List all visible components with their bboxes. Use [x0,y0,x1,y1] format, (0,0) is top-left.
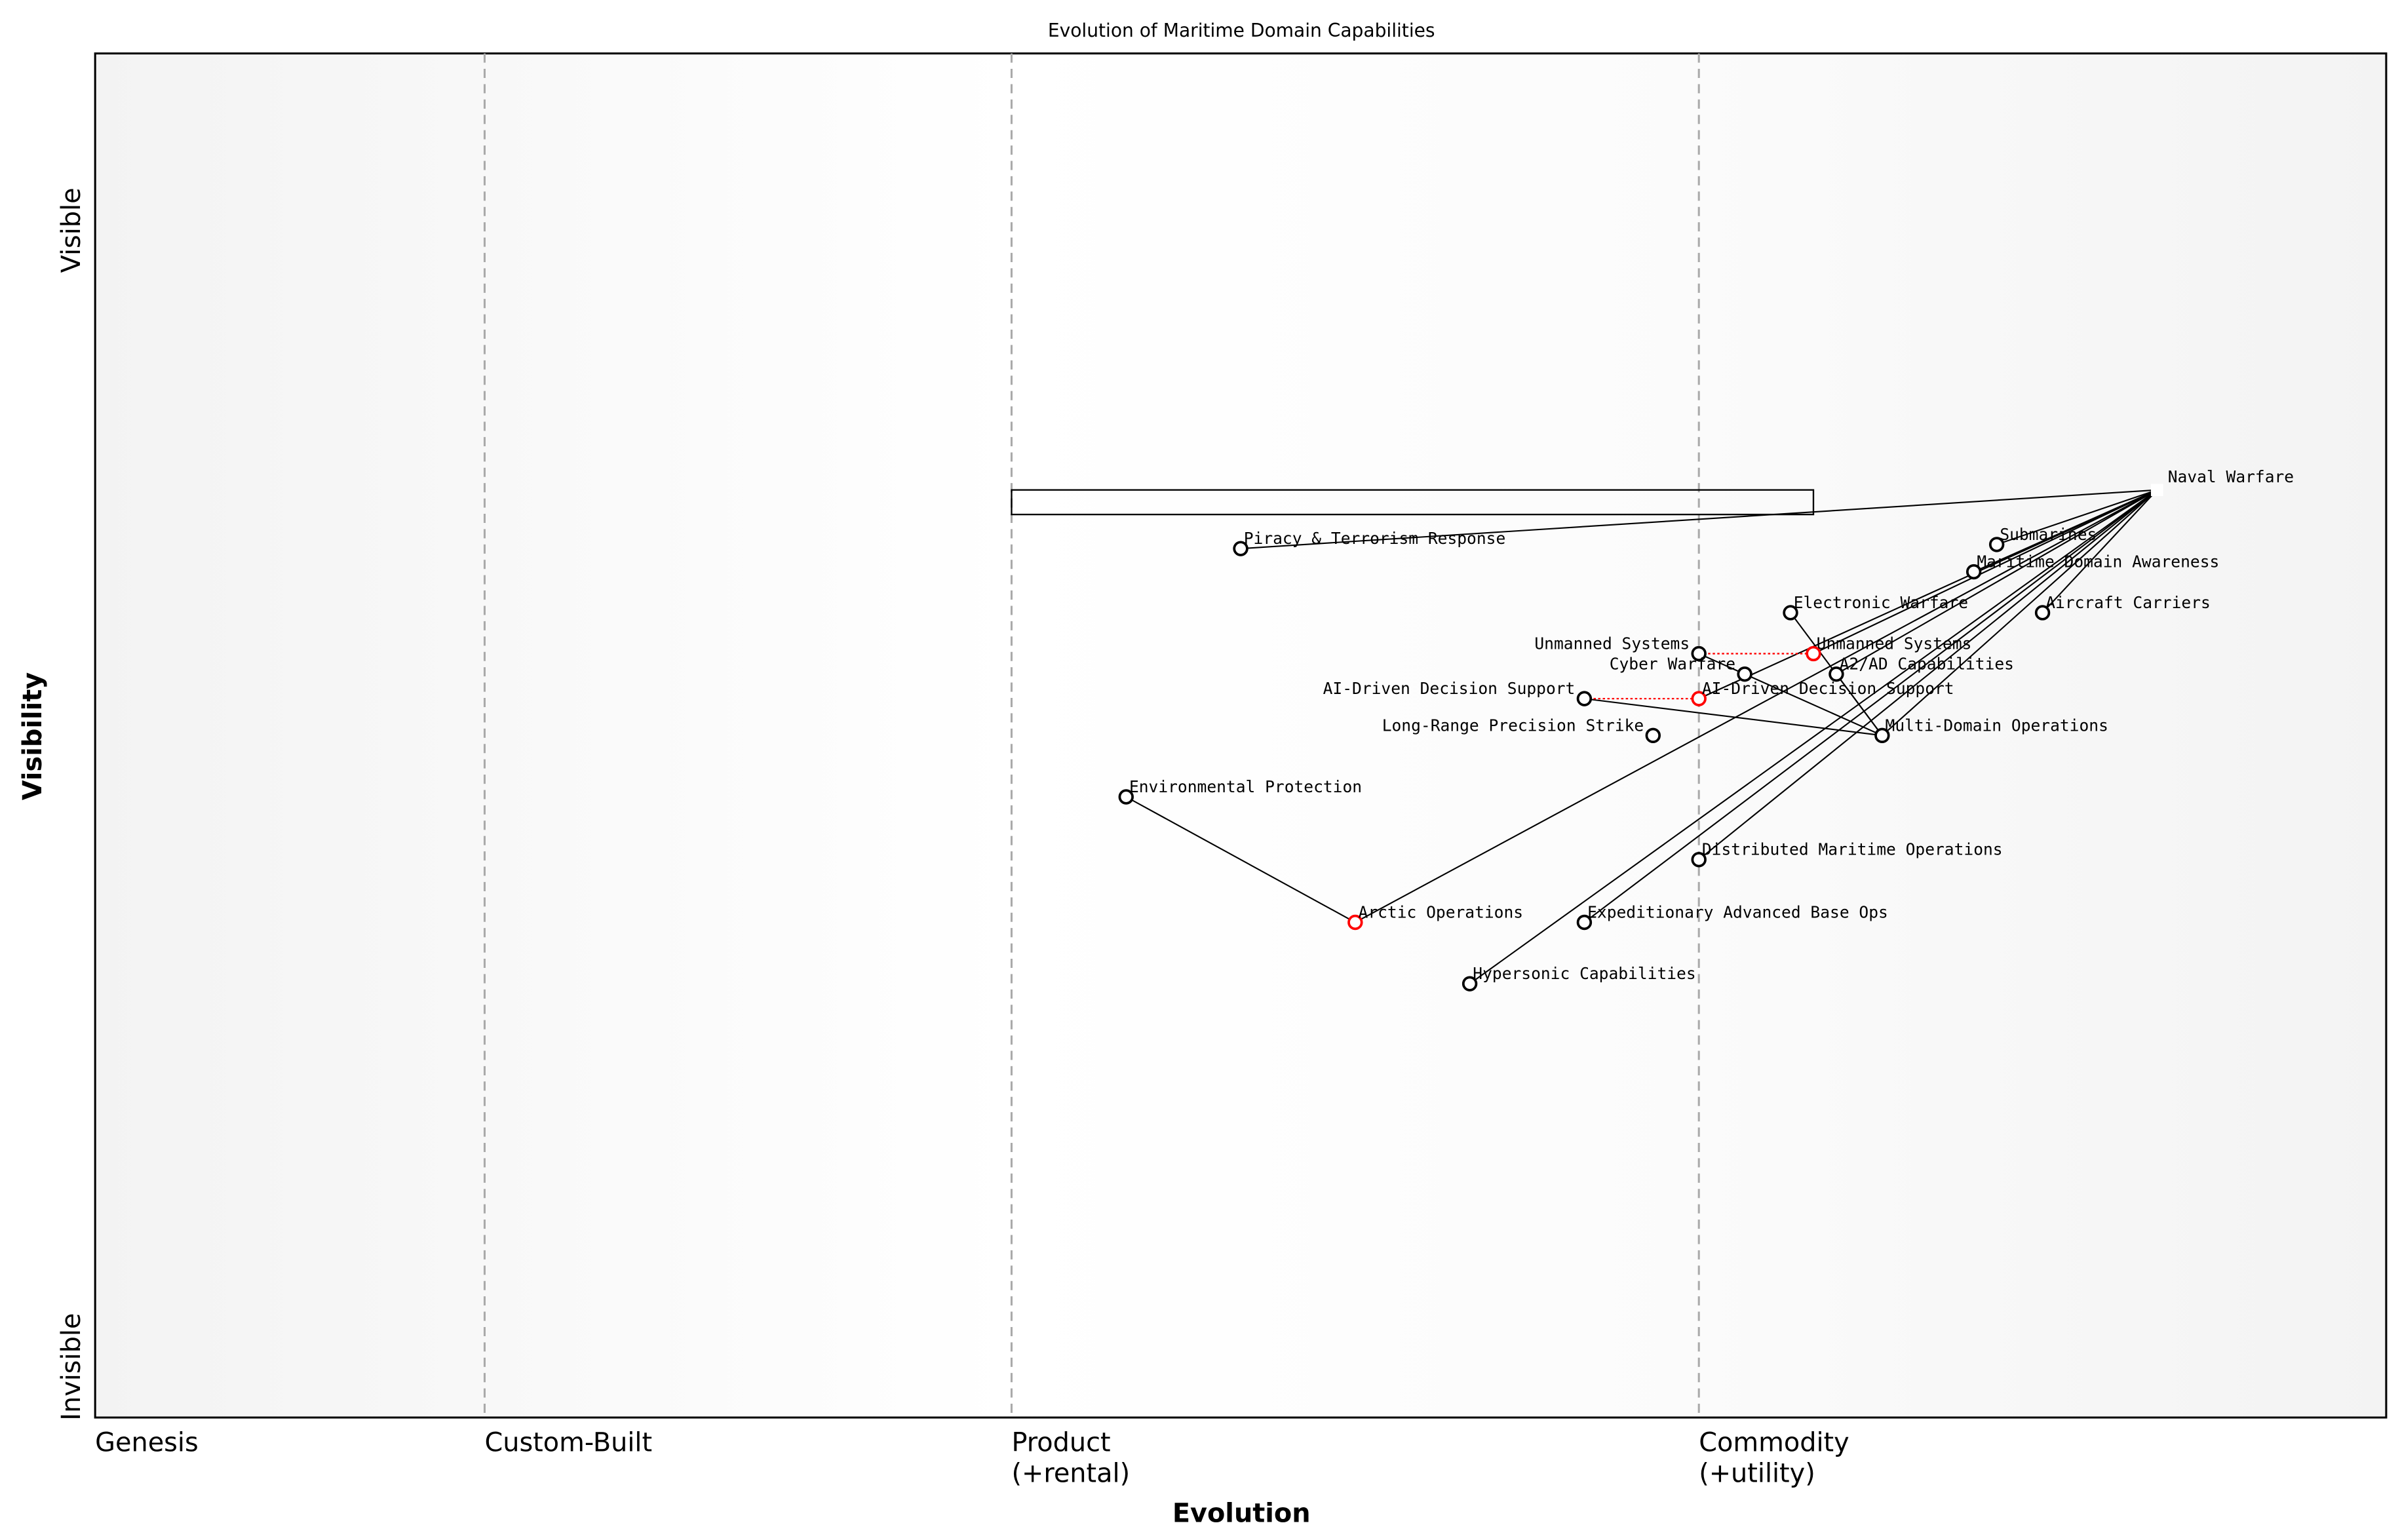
plot-area [94,52,2388,1419]
dependency-link [1698,653,1745,675]
component-label: Submarines [2000,525,2097,544]
component-node[interactable] [1965,564,1982,580]
stage-label: Commodity [1699,1428,1849,1458]
dependency-link [1836,489,2158,675]
component-label: Unmanned Systems [1817,634,1972,653]
component-node[interactable] [1461,976,1478,991]
component-node[interactable] [1118,789,1134,805]
stage-label: Custom-Built [484,1428,652,1458]
stage-sublabel: (+utility) [1699,1458,1815,1488]
component-node[interactable] [1691,645,1707,662]
stage-sublabel: (+rental) [1011,1458,1130,1488]
component-label: Unmanned Systems [1534,634,1690,653]
dependency-link [1355,489,2158,923]
dependency-link [1813,489,2158,655]
stage-label: Genesis [95,1428,199,1458]
component-label: Expeditionary Advanced Base Ops [1587,902,1888,921]
component-node[interactable] [1783,605,1798,621]
dependency-link [1698,489,2158,860]
stage-label: Product [1011,1428,1110,1458]
dependency-link [1698,489,2158,700]
y-axis-label: Visibility [18,672,48,801]
component-label: AI-Driven Decision Support [1702,679,1954,698]
dependency-link [1240,489,2158,550]
component-label: Aircraft Carriers [2045,593,2211,612]
component-node[interactable] [1988,537,2005,552]
evolved-component-node[interactable] [1347,914,1363,931]
component-node[interactable] [1233,541,1248,556]
component-node[interactable] [2034,605,2051,621]
component-node[interactable] [1645,727,1661,744]
component-label: Piracy & Terrorism Response [1244,529,1506,548]
dependency-link [1744,673,1883,737]
dependency-link [1583,489,2158,923]
component-node[interactable] [1829,666,1844,682]
component-label: A2/AD Capabilities [1840,655,2014,674]
anchor-marker [2150,484,2163,497]
component-label: Long-Range Precision Strike [1382,716,1644,735]
component-node[interactable] [1691,852,1707,868]
component-label: Distributed Maritime Operations [1702,840,2003,859]
y-axis-bottom-label: Invisible [56,1313,87,1421]
x-axis-label: Evolution [1172,1498,1311,1528]
component-node[interactable] [1576,691,1593,706]
component-label: Multi-Domain Operations [1886,716,2108,735]
dependency-link [2042,489,2158,613]
dependency-link [1469,489,2158,985]
component-label: Electronic Warfare [1794,593,1968,612]
dependency-link [1584,698,1882,737]
dependency-link [1996,489,2158,545]
evolved-component-node[interactable] [1691,691,1707,706]
component-label: Naval Warfare [2168,467,2294,486]
component-label: AI-Driven Decision Support [1323,679,1576,698]
component-label: Hypersonic Capabilities [1473,964,1695,983]
component-node[interactable] [1576,914,1593,931]
component-label: Maritime Domain Awareness [1977,552,2219,571]
dependency-link [1836,674,1883,736]
pipeline-box [1011,489,1815,516]
component-label: Arctic Operations [1359,902,1524,921]
evolved-component-node[interactable] [1806,645,1821,662]
component-label: Environmental Protection [1129,777,1362,796]
component-node[interactable] [1737,666,1752,682]
chart-title: Evolution of Maritime Domain Capabilitie… [1048,20,1435,41]
dependency-link [1882,489,2158,737]
component-label: Cyber Warfare [1610,655,1735,674]
component-node[interactable] [1874,727,1890,744]
dependency-link [1125,796,1356,923]
y-axis-top-label: Visible [56,187,87,273]
